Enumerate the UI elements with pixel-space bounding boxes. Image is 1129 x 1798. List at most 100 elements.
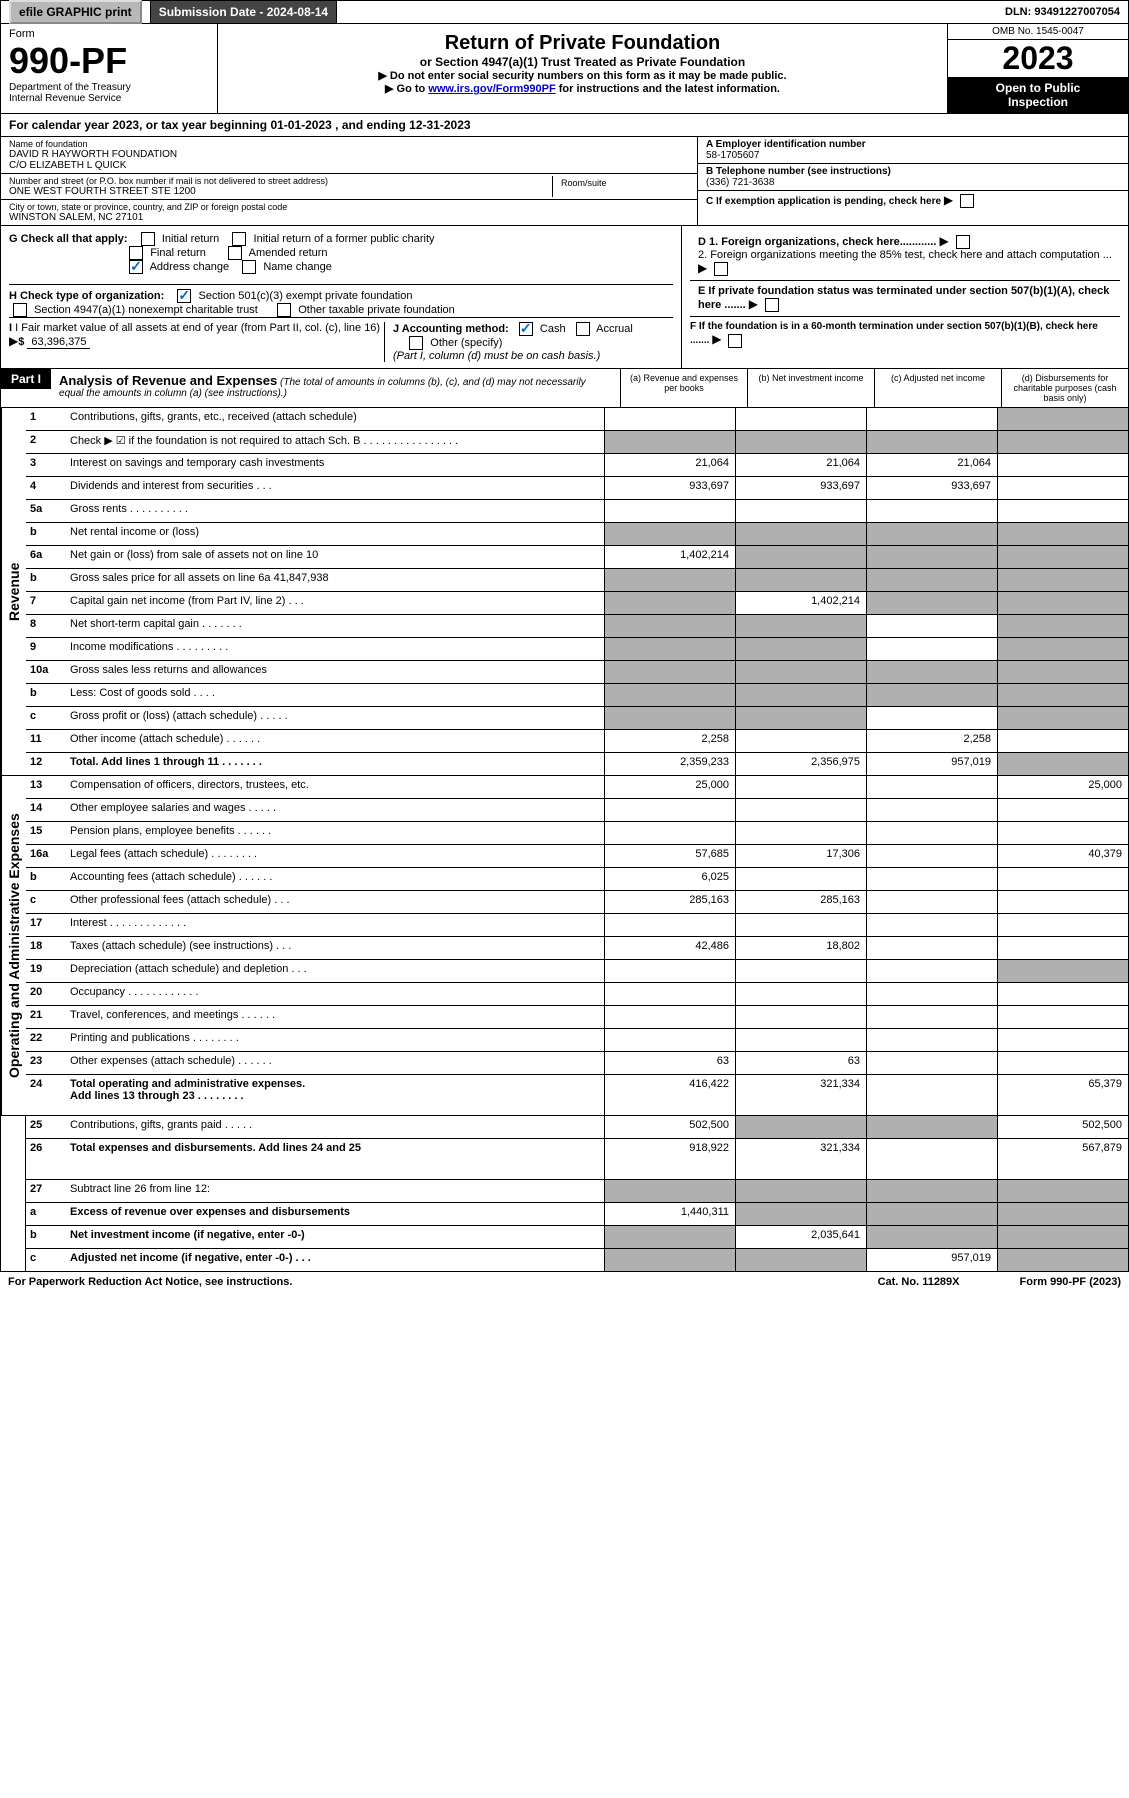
row-number: 21 — [26, 1006, 66, 1028]
table-row: 7Capital gain net income (from Part IV, … — [26, 592, 1128, 615]
row-number: 27 — [26, 1180, 66, 1202]
cell-value: 918,922 — [604, 1139, 735, 1179]
table-row: 12Total. Add lines 1 through 11 . . . . … — [26, 753, 1128, 775]
city-state-zip: WINSTON SALEM, NC 27101 — [9, 212, 689, 223]
cell-value — [604, 1249, 735, 1271]
row-number: 24 — [26, 1075, 66, 1115]
row-number: 1 — [26, 408, 66, 430]
name-change-checkbox[interactable] — [242, 260, 256, 274]
cell-value — [735, 776, 866, 798]
cell-value: 57,685 — [604, 845, 735, 867]
cell-value — [866, 523, 997, 545]
status-terminated-checkbox[interactable] — [765, 298, 779, 312]
cell-value: 1,402,214 — [604, 546, 735, 568]
address-change-checkbox[interactable] — [129, 260, 143, 274]
foreign-org-checkbox[interactable] — [956, 235, 970, 249]
row-number: 25 — [26, 1116, 66, 1138]
row-description: Travel, conferences, and meetings . . . … — [66, 1006, 604, 1028]
summary-section: 25Contributions, gifts, grants paid . . … — [0, 1116, 1129, 1272]
cell-value: 63 — [735, 1052, 866, 1074]
row-description: Pension plans, employee benefits . . . .… — [66, 822, 604, 844]
cell-value — [866, 799, 997, 821]
row-description: Taxes (attach schedule) (see instruction… — [66, 937, 604, 959]
cell-value — [735, 500, 866, 522]
cell-value — [866, 707, 997, 729]
table-row: 9Income modifications . . . . . . . . . — [26, 638, 1128, 661]
table-row: bNet rental income or (loss) — [26, 523, 1128, 546]
accrual-checkbox[interactable] — [576, 322, 590, 336]
row-number: 16a — [26, 845, 66, 867]
table-row: 20Occupancy . . . . . . . . . . . . — [26, 983, 1128, 1006]
row-number: 14 — [26, 799, 66, 821]
irs-link[interactable]: www.irs.gov/Form990PF — [428, 83, 555, 95]
cell-value: 957,019 — [866, 753, 997, 775]
cell-value — [735, 868, 866, 890]
initial-return-checkbox[interactable] — [141, 232, 155, 246]
row-description: Subtract line 26 from line 12: — [66, 1180, 604, 1202]
row-number: 3 — [26, 454, 66, 476]
catalog-number: Cat. No. 11289X — [878, 1276, 960, 1288]
room-suite-label: Room/suite — [552, 176, 689, 197]
table-row: 18Taxes (attach schedule) (see instructi… — [26, 937, 1128, 960]
cell-value — [997, 592, 1128, 614]
cell-value — [735, 1249, 866, 1271]
foreign-85-checkbox[interactable] — [714, 262, 728, 276]
revenue-section: Revenue 1Contributions, gifts, grants, e… — [0, 408, 1129, 776]
cell-value: 321,334 — [735, 1139, 866, 1179]
cell-value — [866, 1116, 997, 1138]
efile-print-button[interactable]: efile GRAPHIC print — [1, 1, 151, 23]
60-month-checkbox[interactable] — [728, 334, 742, 348]
cell-value: 285,163 — [735, 891, 866, 913]
cell-value: 285,163 — [604, 891, 735, 913]
cell-value — [604, 1029, 735, 1051]
form-instruction-1: ▶ Do not enter social security numbers o… — [226, 69, 939, 82]
cash-checkbox[interactable] — [519, 322, 533, 336]
check-options-section: G Check all that apply: Initial return I… — [0, 226, 1129, 369]
row-number: 12 — [26, 753, 66, 775]
row-description: Gross rents . . . . . . . . . . — [66, 500, 604, 522]
form-subtitle: or Section 4947(a)(1) Trust Treated as P… — [226, 55, 939, 69]
d2-label: 2. Foreign organizations meeting the 85%… — [698, 249, 1112, 261]
table-row: 14Other employee salaries and wages . . … — [26, 799, 1128, 822]
table-row: 23Other expenses (attach schedule) . . .… — [26, 1052, 1128, 1075]
table-row: 13Compensation of officers, directors, t… — [26, 776, 1128, 799]
cell-value — [866, 500, 997, 522]
cell-value — [604, 1006, 735, 1028]
cell-value — [866, 615, 997, 637]
row-description: Net rental income or (loss) — [66, 523, 604, 545]
cell-value — [866, 845, 997, 867]
part1-label: Part I — [1, 369, 51, 389]
other-method-checkbox[interactable] — [409, 336, 423, 350]
row-description: Other expenses (attach schedule) . . . .… — [66, 1052, 604, 1074]
foundation-name: DAVID R HAYWORTH FOUNDATION C/O ELIZABET… — [9, 149, 689, 171]
row-description: Capital gain net income (from Part IV, l… — [66, 592, 604, 614]
table-row: 4Dividends and interest from securities … — [26, 477, 1128, 500]
row-description: Total operating and administrative expen… — [66, 1075, 604, 1115]
cell-value — [604, 822, 735, 844]
cell-value — [997, 1052, 1128, 1074]
cell-value: 25,000 — [997, 776, 1128, 798]
cell-value — [604, 1226, 735, 1248]
form-number: 990-PF — [9, 40, 209, 82]
initial-former-checkbox[interactable] — [232, 232, 246, 246]
amended-return-checkbox[interactable] — [228, 246, 242, 260]
j-label: J Accounting method: — [393, 323, 509, 335]
calendar-year-line: For calendar year 2023, or tax year begi… — [0, 114, 1129, 137]
cell-value — [735, 730, 866, 752]
row-number: 6a — [26, 546, 66, 568]
other-taxable-checkbox[interactable] — [277, 303, 291, 317]
exemption-checkbox[interactable] — [960, 194, 974, 208]
cell-value — [866, 408, 997, 430]
cell-value — [997, 1226, 1128, 1248]
501c3-checkbox[interactable] — [177, 289, 191, 303]
row-number: b — [26, 1226, 66, 1248]
row-description: Check ▶ ☑ if the foundation is not requi… — [66, 431, 604, 453]
4947-checkbox[interactable] — [13, 303, 27, 317]
i-label: I — [9, 322, 12, 334]
cell-value — [997, 707, 1128, 729]
cell-value — [866, 822, 997, 844]
cell-value — [997, 523, 1128, 545]
table-row: 6aNet gain or (loss) from sale of assets… — [26, 546, 1128, 569]
cell-value — [997, 546, 1128, 568]
col-b-header: (b) Net investment income — [747, 369, 874, 407]
